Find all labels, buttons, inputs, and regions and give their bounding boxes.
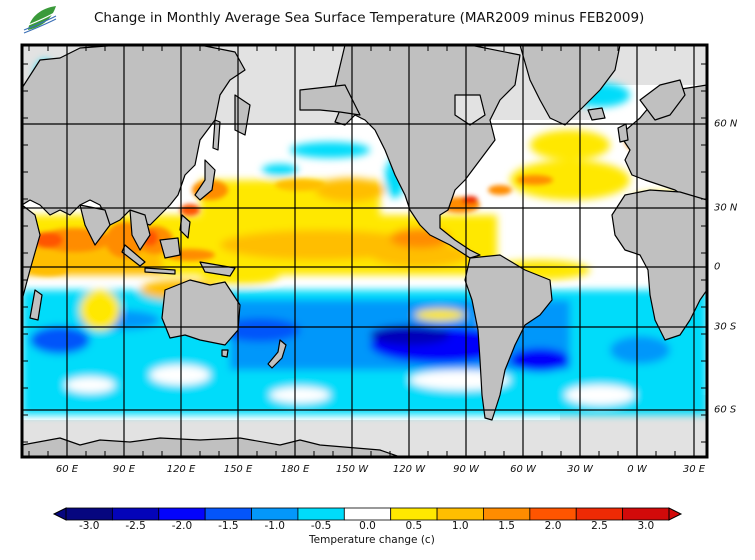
colorbar-tick-label: -1.0 xyxy=(264,520,285,532)
lon-label: 30 E xyxy=(682,464,706,475)
land-borneo xyxy=(159,237,181,259)
land-sakhalin xyxy=(212,119,221,151)
colorbar-bin xyxy=(436,507,484,521)
map-frame xyxy=(20,43,709,459)
colorbar-bin xyxy=(529,507,577,521)
lon-label: 0 W xyxy=(627,464,647,475)
land-australia xyxy=(161,279,241,346)
land-iceland xyxy=(587,107,606,121)
land-hudson-bay xyxy=(454,94,486,126)
land-madagascar xyxy=(29,289,43,321)
colorbar-bin xyxy=(483,507,531,521)
continents xyxy=(22,45,707,457)
land-uk xyxy=(617,123,629,143)
colorbar-tick-label: -0.5 xyxy=(310,520,332,532)
colorbar-under-arrow xyxy=(52,507,67,521)
lon-label: 150 W xyxy=(335,464,369,475)
land-japan xyxy=(194,159,216,201)
land-kamchatka xyxy=(234,94,251,136)
colorbar-title: Temperature change (c) xyxy=(309,534,435,546)
lon-label: 30 W xyxy=(567,464,593,475)
colorbar-bin xyxy=(575,507,624,521)
colorbar-bin xyxy=(111,507,160,521)
land-south-america xyxy=(464,254,553,421)
colorbar-bin xyxy=(390,507,438,521)
graticule xyxy=(22,45,707,457)
lat-label: 60 N xyxy=(714,118,738,130)
land-java xyxy=(144,267,176,275)
lon-label: 60 W xyxy=(510,464,536,475)
colorbar-tick-label: 2.0 xyxy=(544,520,562,532)
lon-label: 180 E xyxy=(280,464,310,475)
lon-label: 60 E xyxy=(55,464,79,475)
land-se-asia xyxy=(129,209,151,251)
lon-label: 90 E xyxy=(112,464,136,475)
lat-label: 30 N xyxy=(714,202,738,214)
agency-logo xyxy=(23,6,57,34)
land-alaska xyxy=(299,84,361,116)
land-greenland xyxy=(519,45,621,126)
lon-label: 90 W xyxy=(453,464,479,475)
lon-label: 120 E xyxy=(166,464,196,475)
land-india xyxy=(79,204,111,246)
colorbar-tick-label: -1.5 xyxy=(218,520,239,532)
lon-label: 150 E xyxy=(223,464,253,475)
colorbar-tick-label: -2.0 xyxy=(171,520,193,532)
land-scandinavia xyxy=(639,79,686,121)
chart-title: Change in Monthly Average Sea Surface Te… xyxy=(94,10,645,26)
colorbar-bin xyxy=(204,507,252,521)
colorbar-bin xyxy=(158,507,206,521)
colorbar-tick-label: 0.0 xyxy=(359,520,376,532)
colorbar-bin xyxy=(343,507,392,521)
colorbar-tick-label: 0.5 xyxy=(405,520,423,532)
lat-label: 0 xyxy=(714,261,721,273)
land-africa-east xyxy=(22,204,41,301)
lon-label: 120 W xyxy=(392,464,426,475)
colorbar-tick-label: 3.0 xyxy=(637,520,655,532)
colorbar-bin xyxy=(65,507,113,521)
land-tasmania xyxy=(221,349,229,358)
leaf-icon xyxy=(28,6,56,30)
colorbar-bin xyxy=(297,507,345,521)
lat-label: 60 S xyxy=(714,404,737,416)
colorbar-bin xyxy=(622,507,670,521)
colorbar-bin xyxy=(251,507,299,521)
land-sumatra xyxy=(121,244,146,267)
land-new-guinea xyxy=(199,261,236,277)
colorbar-tick-label: 1.5 xyxy=(498,520,515,532)
land-antarctica-west xyxy=(22,437,401,457)
colorbar-tick-label: -3.0 xyxy=(78,520,100,532)
colorbar-tick-label: 1.0 xyxy=(451,520,469,532)
colorbar-tick-label: -2.5 xyxy=(125,520,146,532)
lat-label: 30 S xyxy=(714,321,737,333)
land-new-zealand xyxy=(267,339,287,369)
colorbar-tick-label: 2.5 xyxy=(591,520,608,532)
sst-map xyxy=(20,43,709,459)
land-africa xyxy=(611,189,707,341)
colorbar-over-arrow xyxy=(668,507,683,521)
